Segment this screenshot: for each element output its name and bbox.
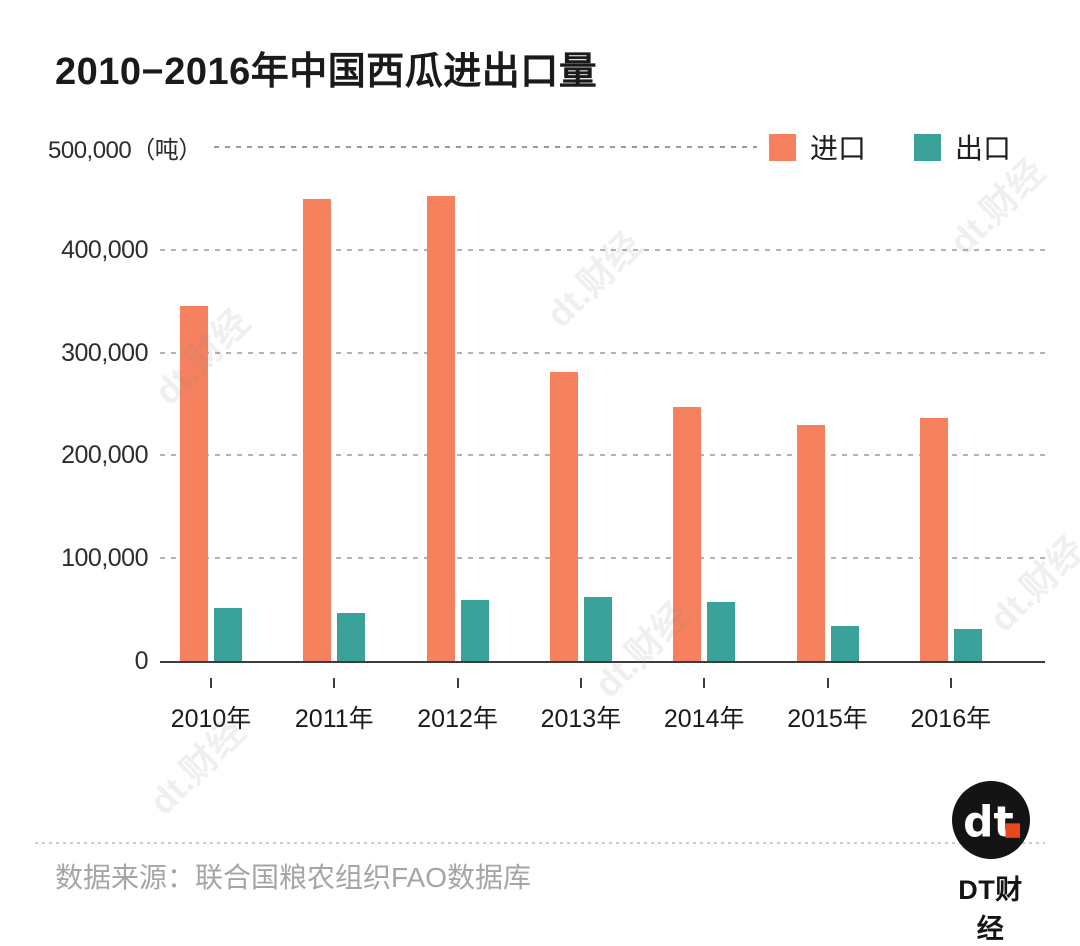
bar-出口-2010年 bbox=[214, 607, 242, 661]
legend-item-进口: 进口 bbox=[768, 127, 866, 167]
bar-group-2014年 bbox=[673, 147, 736, 661]
svg-text:dt: dt bbox=[963, 798, 1014, 847]
y-tick-label: 300,000 bbox=[61, 338, 148, 367]
x-tick-label: 2013年 bbox=[540, 705, 622, 733]
dt-logo-icon: dt bbox=[951, 781, 1030, 859]
y-tick-label: 400,000 bbox=[61, 235, 148, 264]
bar-group-2013年 bbox=[549, 147, 612, 661]
legend-item-出口: 出口 bbox=[913, 127, 1011, 167]
bar-进口-2011年 bbox=[303, 199, 332, 661]
brand-name: DT财经 bbox=[958, 875, 1023, 944]
bar-group-2011年 bbox=[303, 147, 366, 661]
x-axis-line bbox=[160, 660, 1045, 663]
y-tick-label: 100,000 bbox=[61, 544, 148, 573]
bar-进口-2013年 bbox=[549, 372, 578, 661]
brand-logo: dt DT财经 bbox=[948, 781, 1033, 946]
data-source: 数据来源：联合国粮农组织FAO数据库 bbox=[55, 862, 532, 893]
bar-进口-2012年 bbox=[426, 196, 455, 661]
x-tick-label: 2011年 bbox=[294, 705, 374, 733]
y-axis-labels: 400,000 300,000 200,000 100,000 0 bbox=[0, 147, 148, 675]
y-axis-max-label: 500,000（吨） bbox=[48, 136, 202, 164]
x-tick bbox=[703, 678, 706, 688]
x-tick bbox=[456, 678, 459, 688]
y-tick-label: 200,000 bbox=[61, 441, 148, 470]
gridline bbox=[160, 351, 1045, 354]
bar-进口-2014年 bbox=[673, 407, 702, 661]
legend-label: 进口 bbox=[809, 133, 866, 164]
x-tick-label: 2015年 bbox=[787, 705, 868, 733]
bar-出口-2016年 bbox=[953, 629, 982, 661]
x-tick-label: 2010年 bbox=[170, 705, 252, 733]
top-gridline bbox=[213, 146, 757, 148]
chart-title: 2010−2016年中国西瓜进出口量 bbox=[55, 51, 598, 93]
y-tick-label: 0 bbox=[134, 647, 149, 675]
x-tick bbox=[826, 678, 829, 688]
bar-出口-2011年 bbox=[337, 612, 366, 661]
gridline bbox=[160, 557, 1045, 560]
bar-出口-2013年 bbox=[583, 597, 612, 661]
plot-area bbox=[160, 147, 1045, 663]
bar-进口-2016年 bbox=[919, 418, 948, 661]
bar-group-2012年 bbox=[426, 147, 489, 661]
bar-进口-2010年 bbox=[180, 306, 208, 661]
bar-group-2015年 bbox=[796, 147, 859, 661]
bar-出口-2014年 bbox=[707, 602, 736, 661]
x-axis: 2010年 2011年 2012年 2013年 2014年 2015年 2016年 bbox=[160, 661, 1045, 741]
gridline bbox=[160, 454, 1045, 457]
x-tick-label: 2012年 bbox=[417, 705, 498, 733]
gridline bbox=[160, 248, 1045, 251]
bar-进口-2015年 bbox=[796, 424, 825, 661]
legend-swatch-icon bbox=[913, 133, 941, 161]
legend-swatch-icon bbox=[768, 133, 796, 161]
x-tick bbox=[333, 678, 336, 688]
x-tick-label: 2016年 bbox=[910, 705, 992, 733]
bar-出口-2012年 bbox=[460, 600, 489, 661]
x-tick-label: 2014年 bbox=[663, 705, 745, 733]
x-tick bbox=[579, 678, 582, 688]
chart-header: 500,000（吨） 进口 出口 bbox=[48, 133, 1011, 164]
x-tick bbox=[949, 678, 952, 688]
legend-label: 出口 bbox=[954, 133, 1011, 164]
bar-出口-2015年 bbox=[830, 626, 859, 661]
footer-divider bbox=[35, 842, 1045, 844]
bar-group-2010年 bbox=[180, 147, 242, 661]
bar-group-2016年 bbox=[919, 147, 982, 661]
legend: 进口 出口 bbox=[768, 127, 1011, 167]
x-tick bbox=[210, 678, 212, 688]
